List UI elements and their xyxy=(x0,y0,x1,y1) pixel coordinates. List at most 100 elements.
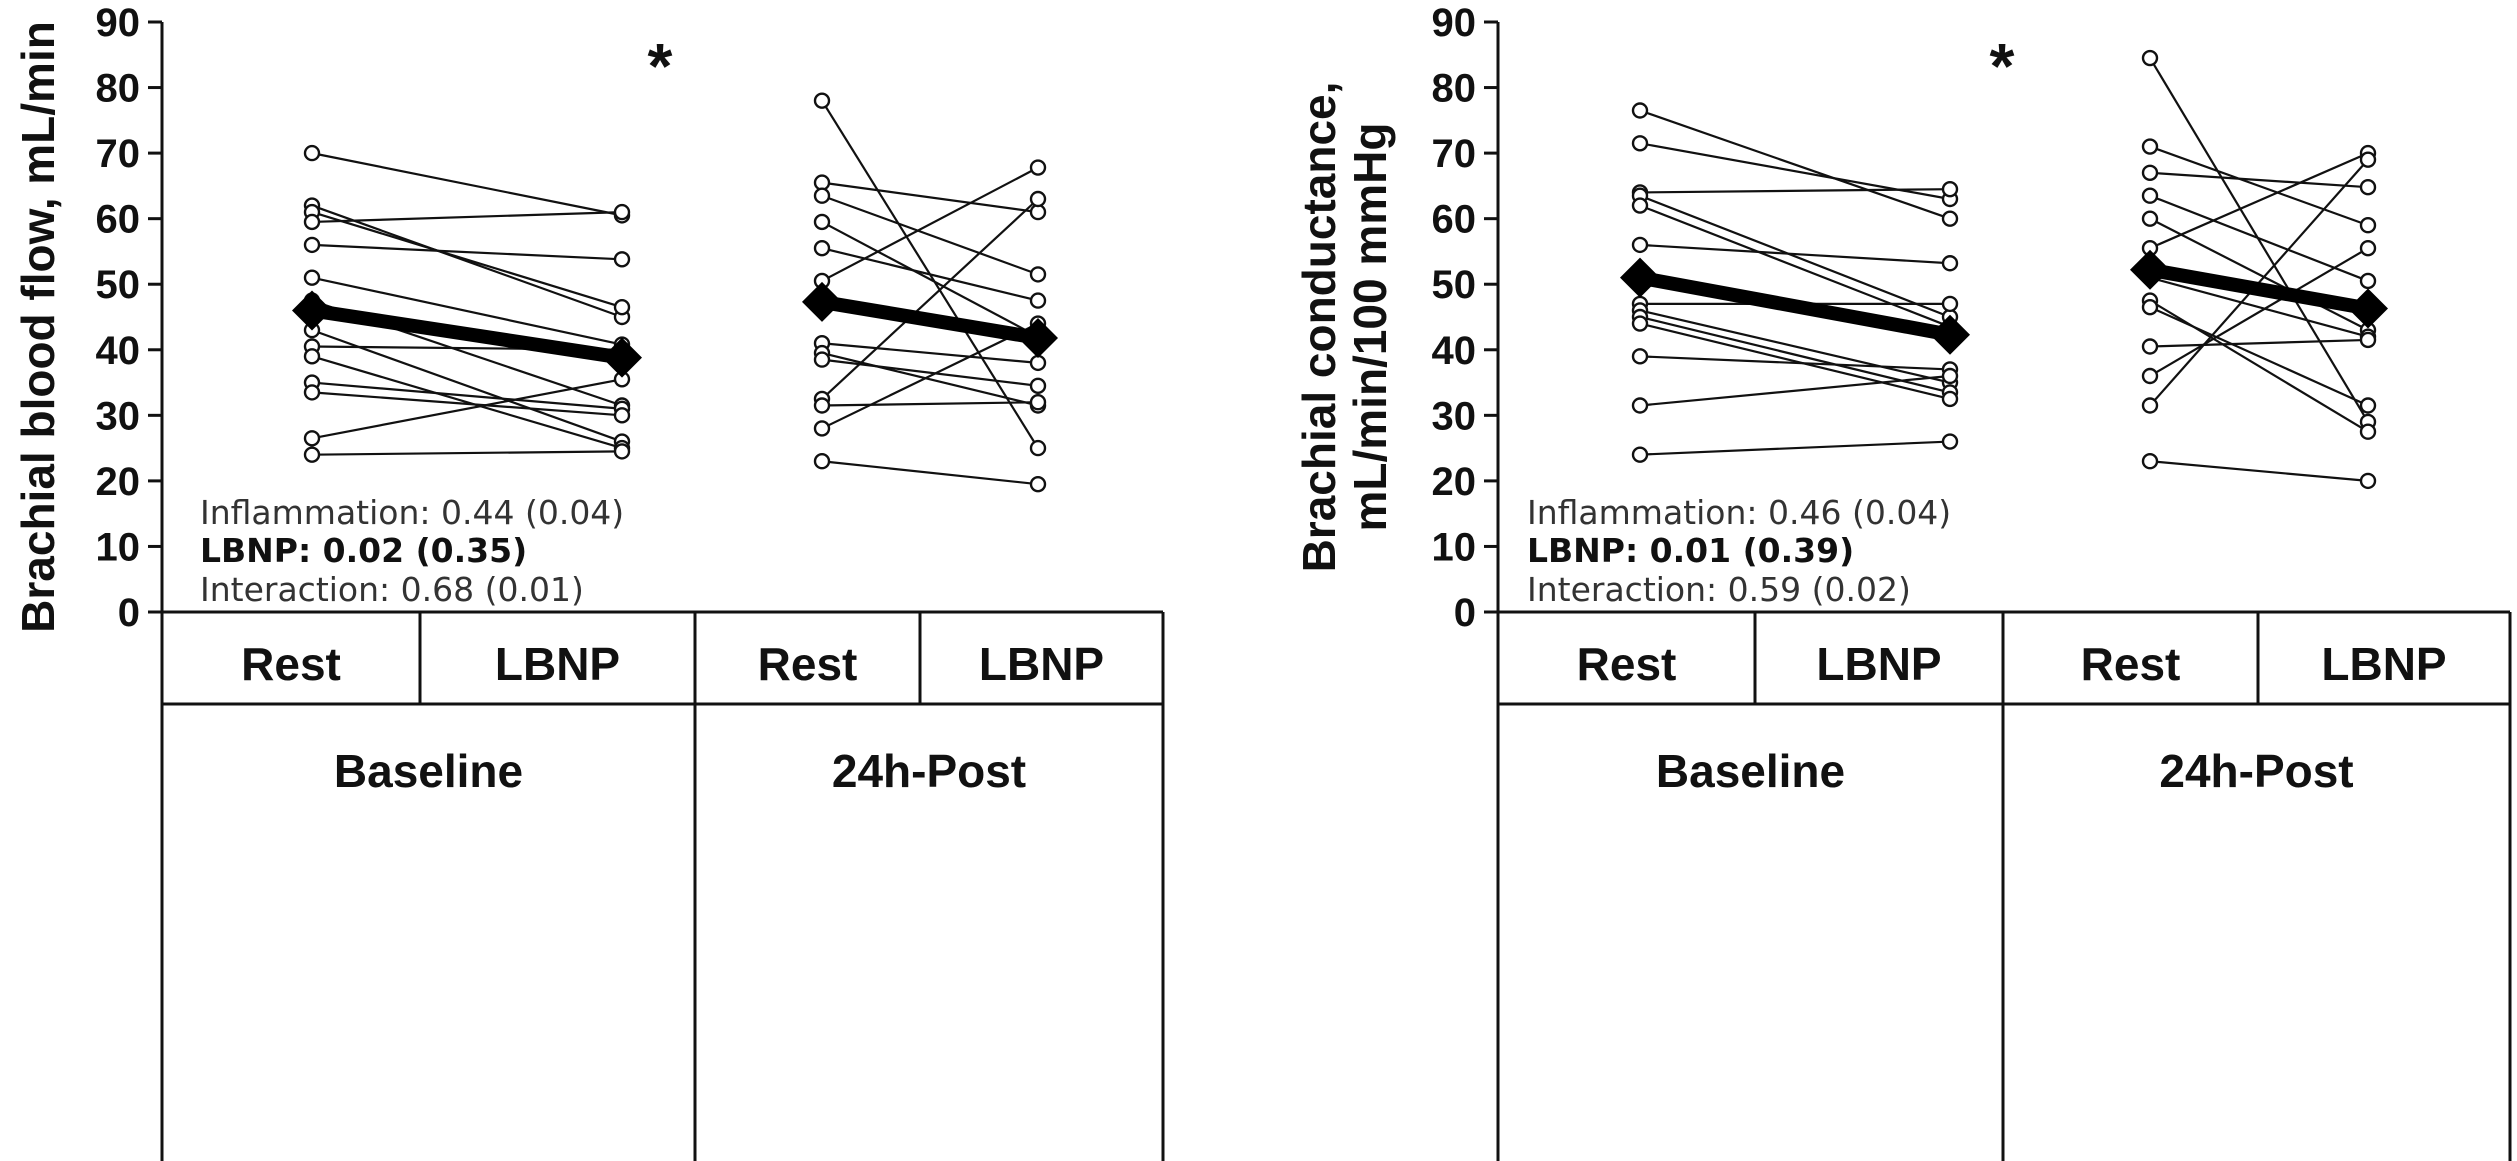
subject-point xyxy=(1941,295,1959,313)
mean-line xyxy=(815,294,1045,345)
subject-point xyxy=(2359,217,2377,234)
subject-line xyxy=(311,329,623,443)
x-category-label: LBNP xyxy=(2321,638,2446,690)
subject-line xyxy=(821,342,1039,364)
subject-point xyxy=(1631,102,1649,119)
subject-point xyxy=(2141,138,2159,155)
subject-point xyxy=(613,203,631,221)
y-tick-label: 90 xyxy=(1432,1,1477,45)
mean-line xyxy=(305,303,629,365)
subject-line xyxy=(2149,194,2369,282)
x-category-label: LBNP xyxy=(1816,638,1941,690)
subject-line xyxy=(1639,374,1951,407)
y-tick-label: 60 xyxy=(1432,198,1477,242)
subject-point xyxy=(613,443,631,460)
subject-point xyxy=(1631,348,1649,365)
subject-point xyxy=(1631,315,1649,332)
y-tick-label: 40 xyxy=(96,329,141,373)
subject-point xyxy=(2141,164,2159,181)
mean-diamond xyxy=(2130,249,2170,290)
subject-point xyxy=(1029,439,1047,457)
subject-line xyxy=(1639,109,1951,220)
stat-line: LBNP: 0.01 (0.39) xyxy=(1527,531,1854,570)
subject-line xyxy=(821,181,1039,214)
significance-star: * xyxy=(1990,30,2015,102)
mean-diamond xyxy=(1620,257,1660,298)
subject-point xyxy=(813,420,831,437)
y-tick-label: 40 xyxy=(1432,329,1477,373)
x-category-label: Rest xyxy=(241,638,341,690)
y-tick-label: 50 xyxy=(96,263,141,307)
subject-line xyxy=(1639,309,1951,384)
subject-point xyxy=(2359,423,2377,440)
subject-point xyxy=(813,187,831,204)
chart-panel-1: 0 10 20 30 40 50 60 70 80 90 Brachial blood flow, … xyxy=(12,1,1165,1161)
subject-line xyxy=(2149,152,2369,250)
subject-line xyxy=(2149,57,2369,423)
x-category-label: LBNP xyxy=(979,638,1104,690)
y-axis-label: mL/min/100 mmHg xyxy=(1344,123,1396,532)
stat-line: Inflammation: 0.46 (0.04) xyxy=(1527,493,1951,532)
subject-point xyxy=(303,430,321,447)
subject-point xyxy=(2141,367,2159,385)
subject-point xyxy=(813,174,831,191)
y-tick-label: 90 xyxy=(96,1,141,45)
subject-line xyxy=(821,460,1039,486)
y-tick-label: 80 xyxy=(96,67,141,111)
mean-line xyxy=(2143,262,2375,316)
stat-line: Interaction: 0.68 (0.01) xyxy=(200,570,584,609)
y-tick-label: 20 xyxy=(96,460,141,504)
subject-point xyxy=(1941,433,1959,450)
subject-line xyxy=(2149,338,2369,348)
subject-point xyxy=(2141,210,2159,227)
x-group-label: Baseline xyxy=(1656,745,1845,797)
subject-point xyxy=(613,298,631,316)
y-tick-label: 0 xyxy=(1454,591,1476,635)
subject-line xyxy=(821,198,1039,400)
subject-point xyxy=(1631,197,1649,214)
subject-point xyxy=(1631,236,1649,254)
subject-point xyxy=(2359,472,2377,490)
subject-point xyxy=(2359,331,2377,349)
subject-line xyxy=(311,276,623,346)
subject-line xyxy=(2149,460,2369,482)
subject-line xyxy=(2149,276,2369,338)
subject-line xyxy=(1639,322,1951,401)
x-category-label: Rest xyxy=(758,638,858,690)
subject-point xyxy=(2141,298,2159,316)
subject-point xyxy=(813,213,831,231)
subject-point xyxy=(2141,338,2159,355)
mean-diamond xyxy=(1018,317,1058,358)
subject-line xyxy=(1639,355,1951,371)
subject-line xyxy=(311,378,623,440)
subject-line xyxy=(2149,217,2369,332)
subject-point xyxy=(613,407,631,424)
subject-line xyxy=(1639,243,1951,265)
subject-line xyxy=(1639,188,1951,194)
subject-line xyxy=(2149,247,2369,377)
subject-line xyxy=(821,247,1039,302)
subject-point xyxy=(303,348,321,365)
x-category-label: Rest xyxy=(2081,638,2181,690)
subject-point xyxy=(2141,453,2159,470)
chart-panel-2: 0 10 20 30 40 50 60 70 80 90 Brachial conductance,… xyxy=(1293,1,2512,1161)
subject-line xyxy=(821,166,1039,282)
y-tick-label: 80 xyxy=(1432,67,1477,111)
subject-line xyxy=(2149,306,2369,407)
subject-point xyxy=(2141,397,2159,414)
x-category-label: LBNP xyxy=(495,638,620,690)
subject-point xyxy=(1029,377,1047,395)
subject-point xyxy=(2359,178,2377,196)
subject-point xyxy=(1941,390,1959,408)
subject-point xyxy=(1029,159,1047,176)
y-tick-label: 70 xyxy=(96,132,141,176)
subject-line xyxy=(821,194,1039,276)
subject-point xyxy=(813,397,831,414)
subject-point xyxy=(1029,394,1047,411)
subject-point xyxy=(1941,180,1959,198)
subject-line xyxy=(311,381,623,410)
subject-line xyxy=(311,211,623,309)
subject-point xyxy=(813,239,831,257)
subject-point xyxy=(1029,354,1047,372)
